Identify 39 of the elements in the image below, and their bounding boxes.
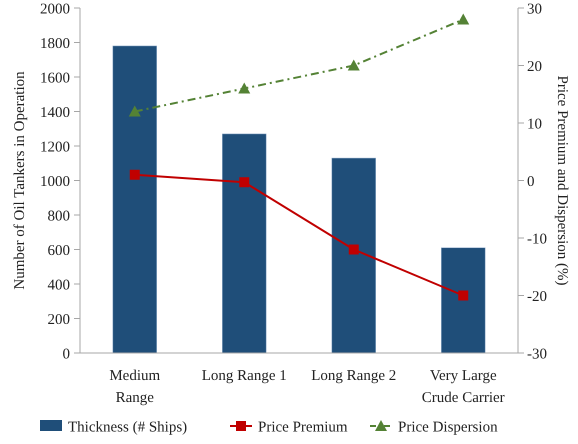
point	[348, 244, 359, 254]
y-axis-title: Number of Oil Tankers in Operation	[12, 70, 28, 290]
legend-label: Price Premium	[258, 419, 348, 436]
y2-tick-label: 30	[527, 1, 542, 18]
y2-tick-label: 20	[527, 58, 542, 75]
y2-tick-label: 10	[527, 116, 542, 132]
y2-tick-label: 0	[527, 174, 534, 190]
point	[457, 14, 470, 24]
y2-tick-label: -30	[527, 346, 547, 362]
point	[128, 106, 141, 116]
y2-tick-label: -10	[527, 231, 547, 248]
y-tick-label: 0	[62, 346, 70, 362]
legend-label: Price Dispersion	[398, 419, 498, 436]
bar	[222, 134, 266, 354]
bar	[112, 46, 157, 354]
x-tick-label: Very Large Crude Carrier	[422, 368, 505, 406]
y-tick-label: 600	[48, 242, 70, 259]
y-tick-label: 1400	[40, 104, 70, 121]
point	[458, 290, 468, 300]
x-tick-label: Long Range 2	[311, 368, 396, 384]
y-tick-label: 1800	[40, 36, 70, 52]
y-tick-label: 400	[48, 277, 70, 294]
y-tick-label: 2000	[40, 1, 70, 18]
y-tick-label: 1200	[40, 139, 70, 156]
point	[239, 177, 250, 188]
legend-label: Thickness (# Ships)	[68, 419, 188, 436]
x-tick-label: Long Range 1	[202, 368, 287, 384]
x-tick-label: Medium Range	[109, 368, 160, 406]
y-tick-label: 1000	[40, 174, 70, 190]
y-tick-label: 1600	[40, 70, 70, 86]
y-tick-label: 200	[48, 312, 70, 328]
point	[130, 170, 140, 180]
bar	[332, 158, 376, 354]
bar	[441, 248, 486, 354]
point	[348, 60, 360, 70]
y2-axis-title: Price Premium and Dispersion (%)	[554, 76, 570, 286]
y2-tick-label: -20	[527, 288, 547, 305]
point	[238, 82, 250, 94]
y-tick-label: 800	[48, 208, 70, 224]
